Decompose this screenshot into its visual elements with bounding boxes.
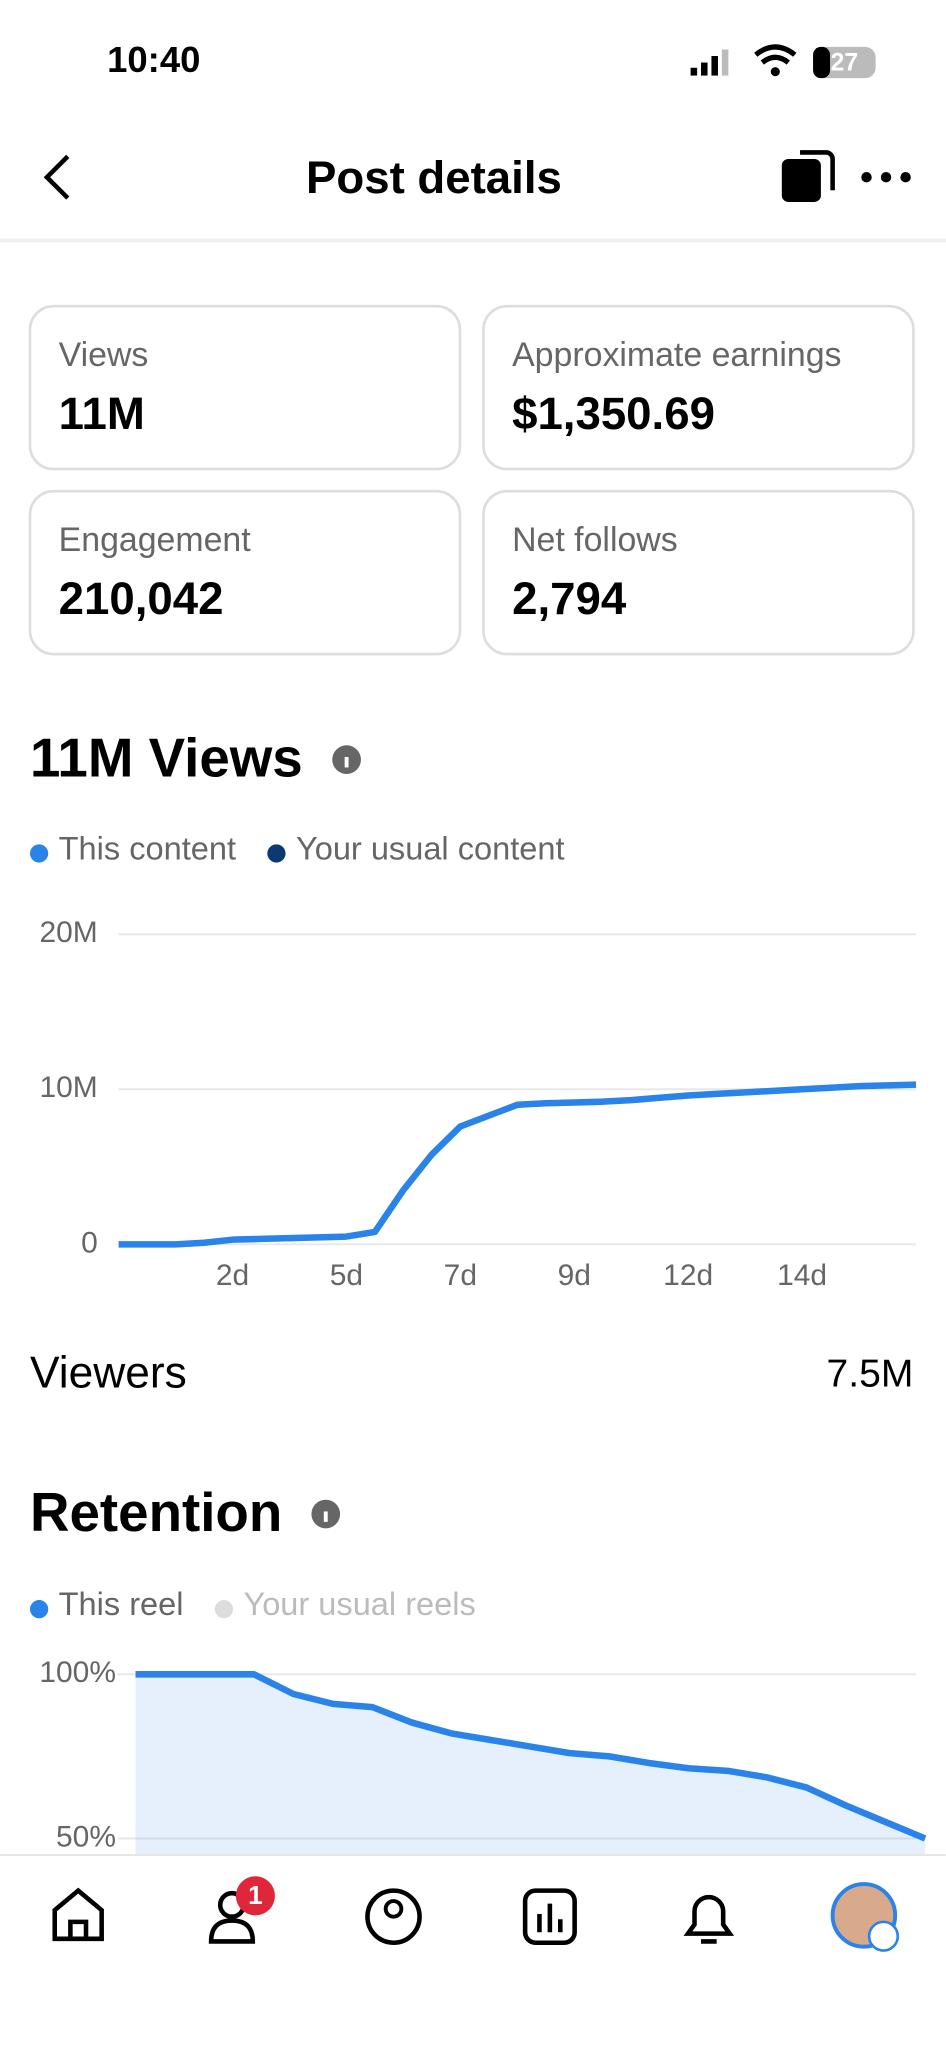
section-title: Retention — [30, 1481, 282, 1543]
time: 10:40 — [107, 39, 200, 80]
line — [135, 1671, 927, 1842]
y-tick-label: 0 — [81, 1226, 98, 1259]
stat-value: $1,350.69 — [512, 388, 715, 439]
stat-card — [482, 304, 915, 471]
y-tick-label: 100% — [39, 1656, 116, 1689]
stat-card — [28, 304, 462, 471]
y-tick-label: 10M — [39, 1071, 97, 1104]
copy-button[interactable] — [781, 158, 821, 202]
legend-label: This content — [59, 830, 236, 866]
viewers-label: Viewers — [30, 1349, 187, 1398]
notifications-icon[interactable] — [683, 1894, 735, 1944]
chart-plot — [118, 933, 917, 1248]
home-icon[interactable] — [52, 1887, 104, 1942]
nav-background — [0, 1854, 946, 2048]
x-tick-label: 2d — [216, 1259, 249, 1292]
badge-count: 1 — [248, 1880, 262, 1910]
insights-icon[interactable] — [522, 1888, 577, 1946]
section-title: 11M Views — [30, 727, 303, 789]
stat-value: 2,794 — [512, 573, 627, 624]
chart-plot — [117, 1671, 927, 1855]
avatar-menu — [867, 1920, 900, 1952]
y-tick-label: 50% — [56, 1820, 116, 1853]
info-glyph — [323, 1511, 328, 1522]
x-tick-label: 14d — [777, 1259, 827, 1292]
header-divider — [0, 238, 946, 243]
legend-dot — [29, 1600, 49, 1619]
stat-value: 11M — [59, 388, 145, 439]
stat-label: Views — [59, 336, 149, 374]
insights-bars — [537, 1903, 563, 1933]
legend-dot — [214, 1600, 234, 1619]
stat-label: Engagement — [59, 521, 252, 559]
battery-text: 27 — [831, 49, 859, 76]
stat-label: Net follows — [512, 521, 678, 559]
header-title: Post details — [306, 152, 562, 203]
groups-icon[interactable] — [365, 1888, 422, 1946]
badge — [235, 1876, 275, 1916]
wifi-dot — [770, 67, 780, 77]
area — [135, 1674, 926, 1855]
groups-head — [383, 1899, 404, 1919]
x-tick-label: 7d — [444, 1259, 477, 1292]
stat-card — [28, 489, 462, 656]
info-glyph — [344, 757, 349, 768]
friends-body — [208, 1918, 256, 1944]
battery-level — [813, 46, 831, 79]
stat-card — [482, 489, 915, 656]
bottom-nav: 1 — [0, 1854, 946, 2048]
legend-dot — [267, 844, 286, 863]
stat-value: 210,042 — [59, 573, 224, 624]
x-tick-label: 5d — [330, 1259, 363, 1292]
viewers-value: 7.5M — [827, 1352, 914, 1395]
wifi — [754, 44, 797, 65]
legend-label: Your usual reels — [243, 1586, 475, 1622]
x-tick-label: 9d — [558, 1259, 591, 1292]
copy-icon — [800, 150, 835, 191]
nav-divider — [0, 1854, 946, 1857]
x-tick-label: 12d — [663, 1259, 713, 1292]
more-button[interactable] — [861, 171, 911, 183]
signal — [690, 49, 729, 76]
legend-dot — [29, 844, 49, 863]
y-tick-label: 20M — [39, 916, 97, 949]
legend-label: This reel — [59, 1586, 184, 1622]
line — [118, 1081, 917, 1248]
legend-label: Your usual content — [296, 830, 565, 866]
stat-label: Approximate earnings — [512, 336, 841, 374]
back-button[interactable] — [43, 154, 70, 200]
